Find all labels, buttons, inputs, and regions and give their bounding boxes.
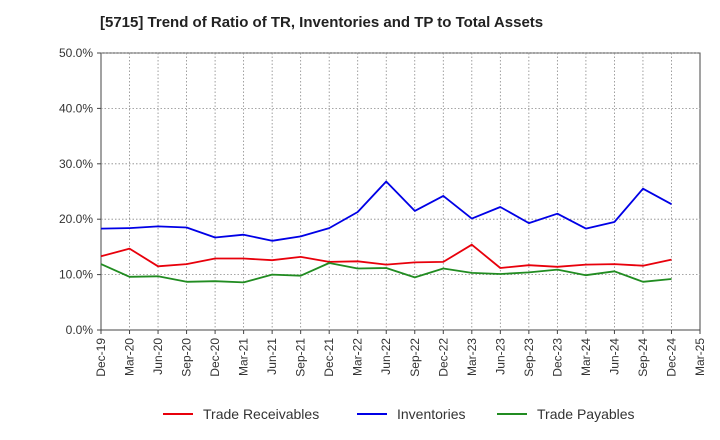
y-tick-label: 20.0% bbox=[59, 212, 93, 226]
legend-label-inventories: Inventories bbox=[397, 406, 465, 422]
x-tick-label: Jun-23 bbox=[493, 338, 507, 375]
x-tick-label: Mar-25 bbox=[693, 338, 707, 376]
x-tick-label: Dec-19 bbox=[94, 338, 108, 377]
x-tick-label: Dec-20 bbox=[208, 338, 222, 377]
y-tick-label: 0.0% bbox=[66, 323, 94, 337]
y-tick-label: 30.0% bbox=[59, 157, 93, 171]
x-tick-label: Mar-21 bbox=[237, 338, 251, 376]
x-tick-label: Jun-22 bbox=[379, 338, 393, 375]
plot-area bbox=[100, 52, 701, 331]
series-line-trade-receivables bbox=[100, 243, 672, 269]
x-tick-label: Mar-22 bbox=[351, 338, 365, 376]
y-tick-label: 50.0% bbox=[59, 46, 93, 60]
chart-title: [5715] Trend of Ratio of TR, Inventories… bbox=[100, 14, 544, 31]
x-tick-label: Dec-21 bbox=[322, 338, 336, 377]
x-tick-label: Dec-23 bbox=[550, 338, 564, 377]
x-tick-label: Jun-24 bbox=[607, 338, 621, 375]
x-tick-label: Sep-21 bbox=[294, 338, 308, 377]
x-tick-label: Jun-20 bbox=[151, 338, 165, 375]
x-tick-label: Sep-22 bbox=[408, 338, 422, 377]
x-tick-label: Sep-20 bbox=[180, 338, 194, 377]
x-tick-label: Mar-20 bbox=[123, 338, 137, 376]
y-tick-label: 10.0% bbox=[59, 268, 93, 282]
x-tick-label: Mar-24 bbox=[579, 338, 593, 376]
x-tick-label: Sep-24 bbox=[636, 338, 650, 377]
x-tick-label: Dec-24 bbox=[664, 338, 678, 377]
x-tick-label: Mar-23 bbox=[465, 338, 479, 376]
legend-label-trade-receivables: Trade Receivables bbox=[203, 406, 319, 422]
series-line-inventories bbox=[100, 180, 672, 242]
x-tick-label: Sep-23 bbox=[522, 338, 536, 377]
x-tick-label: Jun-21 bbox=[265, 338, 279, 375]
x-tick-label: Dec-22 bbox=[436, 338, 450, 377]
series-line-trade-payables bbox=[100, 262, 672, 284]
legend-label-trade-payables: Trade Payables bbox=[537, 406, 635, 422]
y-tick-label: 40.0% bbox=[59, 101, 93, 115]
